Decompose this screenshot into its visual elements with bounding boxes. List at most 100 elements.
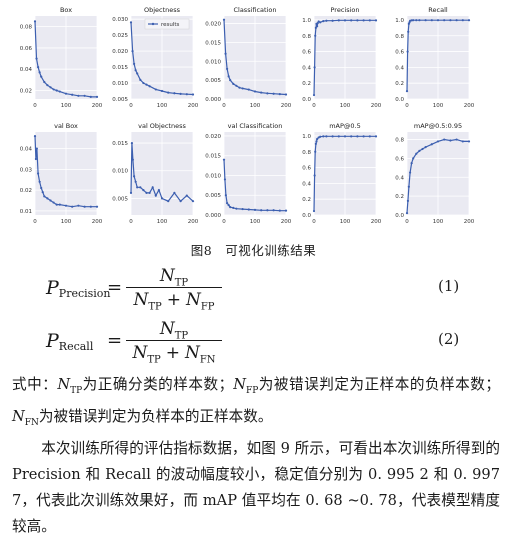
eq1-equals: = <box>107 277 123 298</box>
data-point <box>160 197 164 200</box>
data-point <box>407 30 410 33</box>
x-tick-label: 0 <box>129 219 133 225</box>
data-point <box>331 19 334 22</box>
x-tick-label: 200 <box>464 219 475 225</box>
data-point <box>325 19 328 22</box>
y-tick-label: 0.005 <box>112 196 128 202</box>
y-tick-label: 0.020 <box>205 22 221 28</box>
y-tick-label: 0.2 <box>302 81 311 87</box>
data-point <box>58 203 61 206</box>
data-point <box>415 152 418 155</box>
y-tick-label: 0.010 <box>205 173 221 179</box>
data-point <box>179 92 182 95</box>
data-point <box>145 83 148 86</box>
data-point <box>421 147 424 151</box>
data-point <box>405 89 409 93</box>
data-point <box>154 88 157 91</box>
y-tick-label: 0.8 <box>302 34 311 40</box>
x-tick-label: 100 <box>250 219 261 225</box>
y-tick-label: 0.010 <box>205 59 221 65</box>
y-tick-label: 0.4 <box>302 65 311 71</box>
data-point <box>247 208 250 211</box>
data-point <box>266 92 269 95</box>
data-point <box>95 205 99 208</box>
y-tick-label: 0.02 <box>20 188 32 194</box>
data-point <box>467 140 471 143</box>
data-point <box>167 200 170 203</box>
data-point <box>224 52 227 55</box>
eq2-fraction: NTP NTP + NFN <box>124 318 224 365</box>
data-point <box>362 135 365 138</box>
data-point <box>130 141 134 145</box>
data-point <box>95 95 99 98</box>
subplot-map-0-5: 1.0 0.8 0.6 0.4 0.2 0.00 100 200 mAP@0.5 <box>302 122 381 225</box>
eq1-num-symbol: N <box>159 266 175 286</box>
data-point <box>260 209 263 212</box>
data-point <box>136 72 139 75</box>
data-point <box>331 135 334 138</box>
y-tick-label: 0.8 <box>395 34 404 40</box>
subplot-title: Classification <box>233 6 276 14</box>
x-tick-label: 200 <box>92 103 103 109</box>
data-point <box>241 207 244 211</box>
subplot-precision: 1.0 0.8 0.6 0.4 0.2 0.00 100 200 Precision <box>302 6 381 109</box>
figure-caption: 图8 可视化训练结果 <box>190 243 317 258</box>
data-point <box>185 93 188 96</box>
data-point <box>131 50 134 53</box>
data-point <box>312 93 316 97</box>
eq1-den-b-sub: FP <box>200 301 215 313</box>
data-point <box>449 139 452 142</box>
data-point <box>58 90 61 93</box>
data-point <box>278 92 281 96</box>
data-point <box>185 194 188 197</box>
body-text: 式中：NTP为正确分类的样本数；NFP为被错误判定为正样本的负样本数；NFN为被… <box>12 372 500 540</box>
x-tick-label: 0 <box>222 219 226 225</box>
legend-label: results <box>161 22 180 28</box>
series-line <box>130 22 194 96</box>
data-point <box>374 19 378 22</box>
data-point <box>314 34 317 37</box>
data-point <box>148 191 151 194</box>
data-point <box>356 135 359 138</box>
data-point <box>415 19 418 22</box>
y-tick-label: 0.2 <box>395 194 404 200</box>
data-point <box>133 175 136 178</box>
y-tick-label: 0.015 <box>205 154 221 160</box>
x-tick-label: 100 <box>433 219 444 225</box>
eq1-num-sub: TP <box>174 277 189 289</box>
data-point <box>33 20 37 23</box>
data-point <box>405 212 409 215</box>
subplot-val-objectness: 0.015 0.010 0.005 0 100 200 val Objectness <box>112 122 198 225</box>
data-point <box>224 194 227 197</box>
data-point <box>315 140 318 143</box>
y-tick-label: 0.020 <box>112 49 128 55</box>
eq1-den-a-symbol: N <box>133 290 149 310</box>
data-point <box>52 201 55 204</box>
subplot-title: val Objectness <box>138 122 186 130</box>
y-tick-label: 0.0 <box>395 97 404 103</box>
data-point <box>449 19 452 22</box>
x-tick-label: 100 <box>433 103 444 109</box>
y-tick-label: 0.2 <box>395 81 404 87</box>
eq2-lhs-sub: Recall <box>58 340 94 353</box>
x-tick-label: 200 <box>281 103 292 109</box>
data-point <box>312 209 316 213</box>
data-point <box>179 200 182 203</box>
data-point <box>443 138 446 141</box>
eq2-den-a-sub: TP <box>147 354 161 366</box>
data-point <box>322 20 325 23</box>
data-point <box>235 207 238 210</box>
data-point <box>430 143 433 146</box>
data-point <box>52 88 55 91</box>
data-point <box>467 19 471 22</box>
x-tick-label: 200 <box>464 103 475 109</box>
eq1-lhs-symbol: P <box>46 277 59 299</box>
x-tick-label: 0 <box>312 219 316 225</box>
data-point <box>412 157 415 160</box>
data-point <box>272 92 275 95</box>
subplot-map-0-5-0-95: 0.8 0.6 0.4 0.2 0.00 100 200 mAP@0.5:0.95 <box>395 122 474 225</box>
data-point <box>139 186 142 189</box>
data-point <box>154 194 157 197</box>
